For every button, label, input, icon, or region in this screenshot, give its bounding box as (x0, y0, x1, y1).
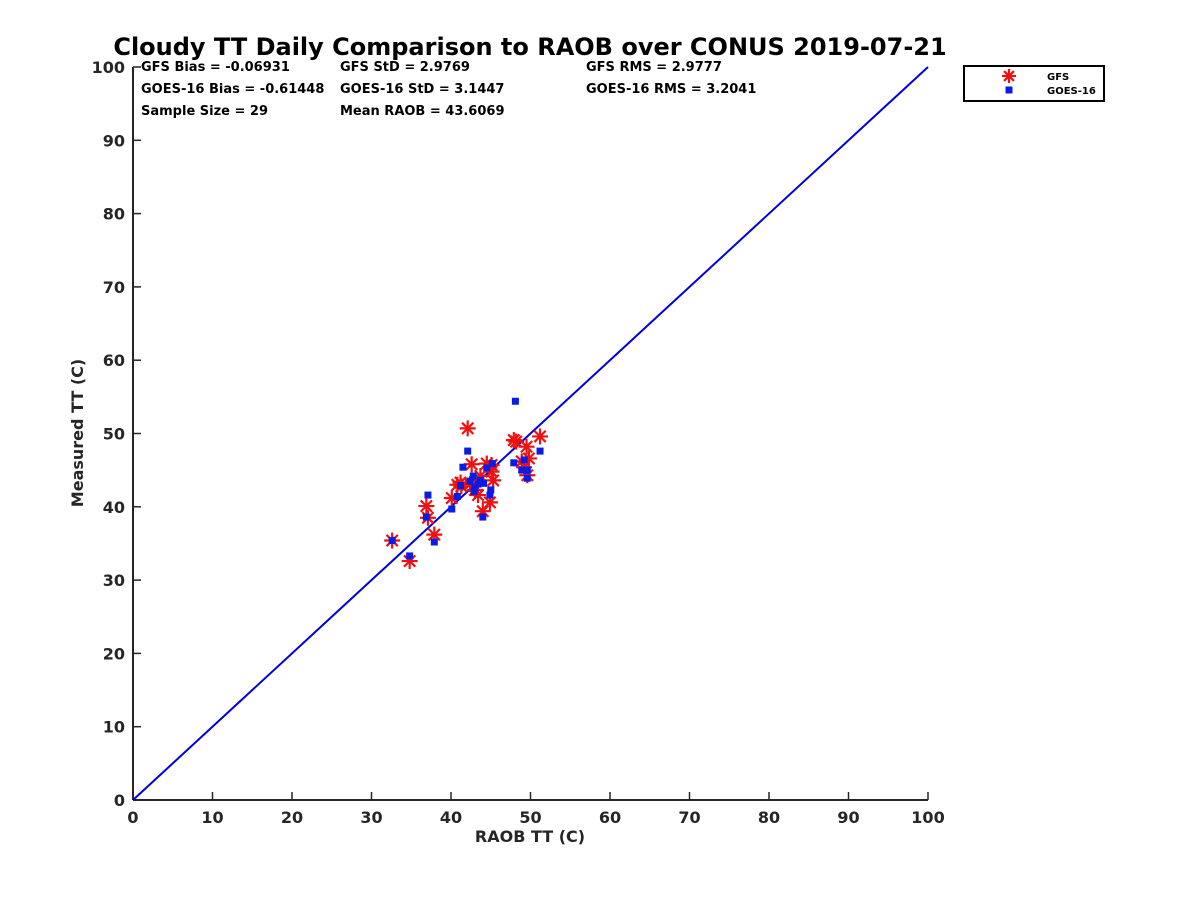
goes16-point (422, 513, 430, 521)
x-tick-label: 50 (519, 808, 541, 827)
gfs-point (418, 498, 435, 515)
stat-text: GOES-16 Bias = -0.61448 (141, 82, 324, 97)
legend-label: GOES-16 (1047, 86, 1096, 97)
legend-gfs-marker (1002, 69, 1016, 83)
gfs-point (485, 472, 502, 489)
goes16-point (448, 505, 456, 513)
stat-text: GFS StD = 2.9769 (340, 60, 470, 75)
y-tick-label: 10 (103, 718, 125, 737)
gfs-point (508, 433, 525, 450)
gfs-point (532, 428, 549, 445)
goes16-point (459, 463, 467, 471)
goes16-point (536, 447, 544, 455)
goes16-point (406, 552, 414, 560)
y-tick-label: 80 (103, 205, 125, 224)
goes16-point (510, 459, 518, 467)
goes16-point (518, 466, 526, 474)
legend-label: GFS (1047, 72, 1069, 83)
stat-text: GFS Bias = -0.06931 (141, 60, 290, 75)
x-tick-label: 60 (599, 808, 621, 827)
y-tick-label: 0 (114, 791, 125, 810)
reference-line-group (132, 66, 929, 801)
y-tick-label: 40 (103, 498, 125, 517)
x-tick-label: 80 (758, 808, 780, 827)
goes16-point (466, 477, 474, 485)
axes: 0 10 20 30 40 50 60 70 80 90 100 0 10 20 30 40 50 60 70 80 9… (92, 58, 945, 827)
goes16-point (479, 513, 487, 521)
x-tick-label: 10 (201, 808, 223, 827)
legend: GFS GOES-16 (963, 65, 1105, 102)
goes16-point (430, 538, 438, 546)
goes16-point (486, 491, 494, 499)
y-axis-title: Measured TT (C) (68, 359, 87, 507)
stat-text: GOES-16 RMS = 3.2041 (586, 82, 756, 97)
y-tick-label: 20 (103, 644, 125, 663)
y-tick-label: 100 (92, 58, 125, 77)
stat-text: Mean RAOB = 43.6069 (340, 104, 505, 119)
goes16-point (520, 456, 528, 464)
goes16-point (523, 474, 531, 482)
stat-text: GFS RMS = 2.9777 (586, 60, 722, 75)
x-tick-label: 20 (281, 808, 303, 827)
y-tick-label: 70 (103, 278, 125, 297)
goes16-point (480, 479, 488, 487)
x-tick-label: 90 (837, 808, 859, 827)
y-tick-label: 50 (103, 425, 125, 444)
x-tick-label: 100 (911, 808, 944, 827)
goes16-point (488, 460, 496, 468)
goes16-point (487, 486, 495, 494)
x-tick-label: 70 (678, 808, 700, 827)
goes16-point (424, 491, 432, 499)
goes16-point (469, 472, 477, 480)
goes16-point (453, 493, 461, 501)
stat-text: GOES-16 StD = 3.1447 (340, 82, 504, 97)
x-tick-label: 0 (127, 808, 138, 827)
y-tick-label: 90 (103, 131, 125, 150)
goes16-point (474, 480, 482, 488)
x-tick-label: 30 (360, 808, 382, 827)
gfs-point (459, 420, 476, 437)
goes16-point (470, 487, 478, 495)
legend-box (963, 65, 1105, 102)
goes16-point (511, 397, 519, 405)
one-to-one-line (132, 66, 929, 801)
y-tick-label: 60 (103, 351, 125, 370)
chart-title: Cloudy TT Daily Comparison to RAOB over … (113, 33, 946, 61)
goes16-point (388, 537, 396, 545)
gfs-point (518, 438, 535, 455)
goes16-point (523, 466, 531, 474)
goes16-point (464, 447, 472, 455)
x-tick-label: 40 (440, 808, 462, 827)
data-series (384, 397, 549, 570)
legend-goes16-marker (1005, 86, 1013, 94)
goes16-point (457, 482, 465, 490)
stat-text: Sample Size = 29 (141, 104, 268, 119)
goes16-point (483, 464, 491, 472)
y-tick-label: 30 (103, 571, 125, 590)
goes16-point (471, 484, 479, 492)
series-goes-16 (388, 397, 544, 560)
statistics-panel: GFS Bias = -0.06931 GFS StD = 2.9769 GFS R… (141, 60, 756, 119)
x-axis-title: RAOB TT (C) (475, 827, 585, 846)
